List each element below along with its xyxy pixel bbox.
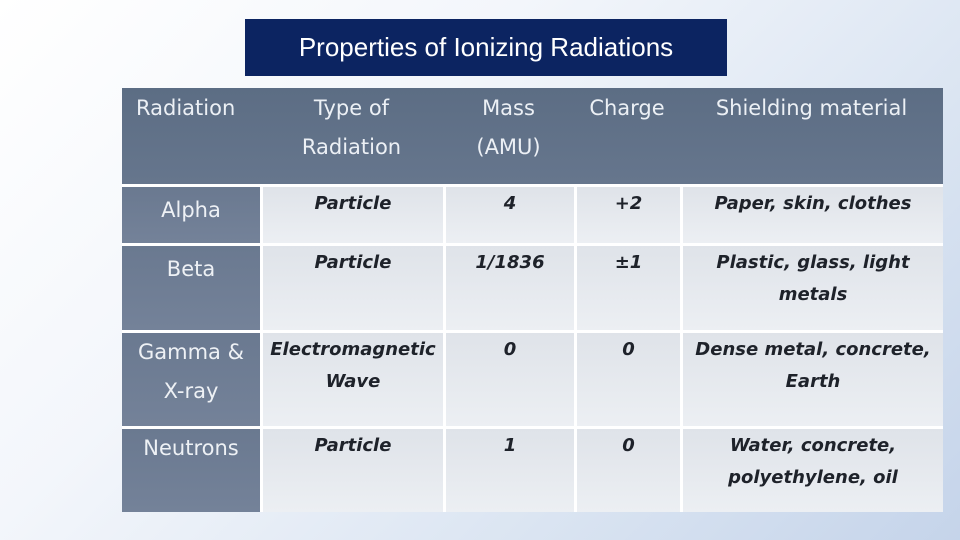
row-beta-charge: ±1 (574, 243, 680, 330)
row-neutrons-shielding: Water, concrete, polyethylene, oil (680, 426, 943, 512)
row-neutrons-charge: 0 (574, 426, 680, 512)
row-beta-shielding: Plastic, glass, light metals (680, 243, 943, 330)
slide-title: Properties of Ionizing Radiations (245, 19, 727, 76)
row-alpha-type: Particle (260, 184, 443, 243)
header-shielding-material: Shielding material (680, 88, 943, 184)
row-alpha-radiation: Alpha (122, 184, 260, 243)
row-neutrons-radiation: Neutrons (122, 426, 260, 512)
header-radiation: Radiation (122, 88, 260, 184)
row-gamma-mass: 0 (443, 330, 574, 426)
header-mass: Mass (AMU) (443, 88, 574, 184)
row-alpha-mass: 4 (443, 184, 574, 243)
row-beta-type: Particle (260, 243, 443, 330)
header-charge: Charge (574, 88, 680, 184)
row-gamma-radiation: Gamma & X-ray (122, 330, 260, 426)
radiation-properties-table: Radiation Type of Radiation Mass (AMU) C… (122, 88, 943, 512)
row-beta-mass: 1/1836 (443, 243, 574, 330)
row-gamma-type: Electromagnetic Wave (260, 330, 443, 426)
row-alpha-charge: +2 (574, 184, 680, 243)
row-neutrons-mass: 1 (443, 426, 574, 512)
row-neutrons-type: Particle (260, 426, 443, 512)
row-alpha-shielding: Paper, skin, clothes (680, 184, 943, 243)
header-type-of-radiation: Type of Radiation (260, 88, 443, 184)
row-gamma-shielding: Dense metal, concrete, Earth (680, 330, 943, 426)
row-gamma-charge: 0 (574, 330, 680, 426)
row-beta-radiation: Beta (122, 243, 260, 330)
